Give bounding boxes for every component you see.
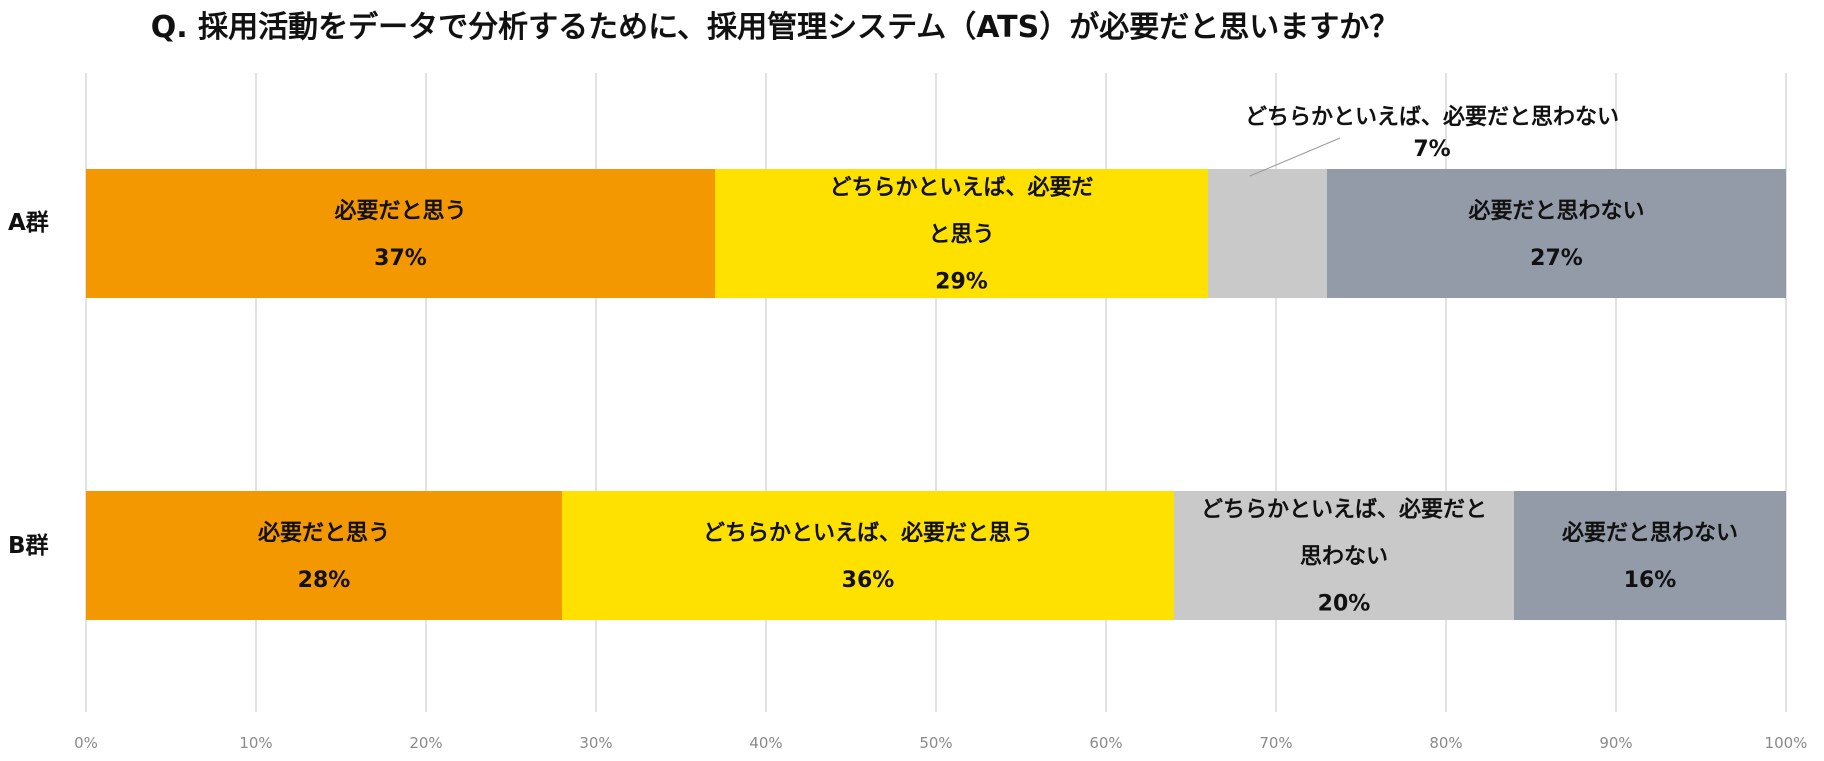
x-tick-label: 50% [919,734,952,752]
data-label: どちらかといえば、必要だと思わない [1245,104,1619,130]
x-tick-label: 60% [1089,734,1122,752]
data-label: 37% [374,246,427,271]
category-label: B群 [8,532,49,559]
x-tick-label: 20% [409,734,442,752]
bar-segment [1174,491,1514,620]
data-label: 28% [298,568,351,593]
chart-title: Q. 採用活動をデータで分析するために、採用管理システム（ATS）が必要だと思い… [150,10,1400,45]
data-label: 29% [935,270,988,295]
bar-segment [86,491,562,620]
data-label: 27% [1530,246,1583,271]
data-label: どちらかといえば、必要だと [1201,497,1487,523]
x-tick-label: 40% [749,734,782,752]
bar-segment [1327,169,1786,298]
data-label: 16% [1624,568,1677,593]
bar-segment [1208,169,1327,298]
data-label: 思わない [1300,545,1388,570]
bar-segment [715,169,1208,298]
x-tick-label: 10% [239,734,272,752]
x-tick-label: 0% [74,734,98,752]
data-label: と思う [928,223,994,248]
data-label: どちらかといえば、必要だ [829,175,1093,201]
data-label: どちらかといえば、必要だと思う [703,520,1033,546]
data-label: 必要だと思う [334,198,466,224]
data-label: 必要だと思う [258,520,390,546]
x-tick-label: 70% [1259,734,1292,752]
x-tick-label: 90% [1599,734,1632,752]
bar-segment [86,169,715,298]
x-tick-label: 80% [1429,734,1462,752]
data-label: 必要だと思わない [1562,520,1738,546]
leader-line [1249,137,1341,177]
bar-segment [562,491,1174,620]
data-label: 必要だと思わない [1468,198,1644,224]
data-label: 7% [1413,137,1450,162]
category-label: A群 [8,209,49,236]
x-tick-label: 30% [579,734,612,752]
data-label: 36% [842,568,895,593]
data-label: 20% [1318,592,1371,617]
bar-segment [1514,491,1786,620]
x-tick-label: 100% [1765,734,1808,752]
